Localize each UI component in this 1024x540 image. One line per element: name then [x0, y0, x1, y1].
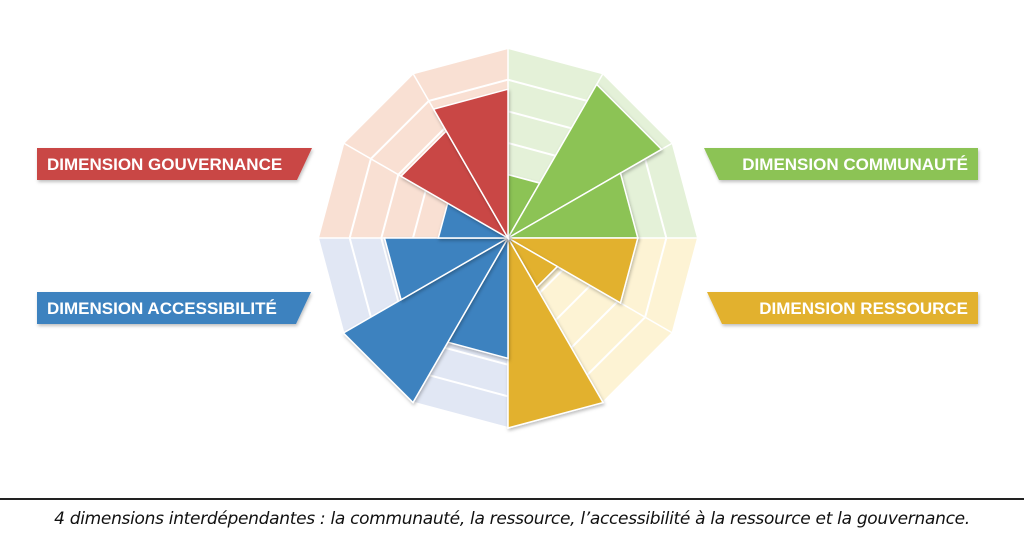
sector-ressource-3: [505, 237, 639, 305]
banner-gouvernance: DIMENSION GOUVERNANCE: [37, 148, 312, 180]
banner-accessibilite-label: DIMENSION ACCESSIBILITÉ: [47, 299, 277, 318]
caption-divider: [0, 498, 1024, 500]
banner-gouvernance-label: DIMENSION GOUVERNANCE: [47, 155, 282, 174]
figure-caption: 4 dimensions interdépendantes : la commu…: [54, 509, 970, 529]
banner-accessibilite: DIMENSION ACCESSIBILITÉ: [37, 292, 311, 324]
sector-gouvernance-11: [432, 88, 509, 241]
data-sectors: [342, 83, 663, 429]
banner-ressource: DIMENSION RESSOURCE: [707, 292, 978, 324]
banner-ressource-label: DIMENSION RESSOURCE: [759, 299, 968, 318]
banner-communaute: DIMENSION COMMUNAUTÉ: [704, 148, 978, 180]
polar-area-chart: DIMENSION GOUVERNANCE DIMENSION COMMUNAU…: [37, 46, 978, 430]
banner-communaute-label: DIMENSION COMMUNAUTÉ: [742, 155, 968, 174]
